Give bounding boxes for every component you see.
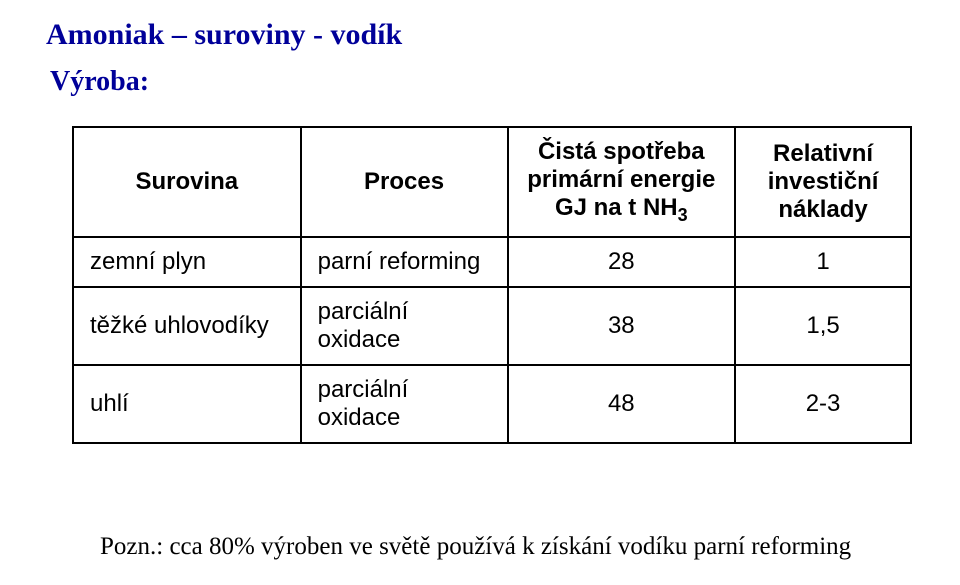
cell-naklady: 1 (735, 237, 911, 287)
col-header-spotreba-sub: 3 (678, 205, 688, 225)
col-header-naklady-l2: investiční (768, 168, 879, 195)
cell-spotreba: 48 (508, 365, 736, 443)
cell-surovina: těžké uhlovodíky (73, 287, 301, 365)
cell-surovina: zemní plyn (73, 237, 301, 287)
cell-spotreba: 38 (508, 287, 736, 365)
col-header-surovina: Surovina (73, 127, 301, 237)
table-row: zemní plyn parní reforming 28 1 (73, 237, 911, 287)
cell-proces: parní reforming (301, 237, 508, 287)
table-header-row: Surovina Proces Čistá spotřeba primární … (73, 127, 911, 237)
cell-proces-l1: parciální (318, 298, 409, 325)
cell-surovina: uhlí (73, 365, 301, 443)
cell-proces: parciální oxidace (301, 287, 508, 365)
col-header-naklady-l1: Relativní (773, 140, 873, 167)
page-subtitle: Výroba: (50, 66, 920, 98)
cell-naklady: 2-3 (735, 365, 911, 443)
page-title: Amoniak – suroviny - vodík (46, 18, 920, 52)
data-table: Surovina Proces Čistá spotřeba primární … (72, 126, 912, 444)
cell-proces-l2: oxidace (318, 404, 401, 431)
slide: Amoniak – suroviny - vodík Výroba: Surov… (0, 0, 960, 585)
footnote: Pozn.: cca 80% výroben ve světě používá … (100, 533, 851, 561)
cell-naklady: 1,5 (735, 287, 911, 365)
cell-proces-l1: parciální (318, 376, 409, 403)
col-header-spotreba: Čistá spotřeba primární energie GJ na t … (508, 127, 736, 237)
col-header-proces: Proces (301, 127, 508, 237)
cell-proces: parciální oxidace (301, 365, 508, 443)
col-header-naklady: Relativní investiční náklady (735, 127, 911, 237)
cell-spotreba: 28 (508, 237, 736, 287)
table-row: uhlí parciální oxidace 48 2-3 (73, 365, 911, 443)
table-row: těžké uhlovodíky parciální oxidace 38 1,… (73, 287, 911, 365)
col-header-naklady-l3: náklady (778, 196, 867, 223)
cell-proces-l2: oxidace (318, 326, 401, 353)
